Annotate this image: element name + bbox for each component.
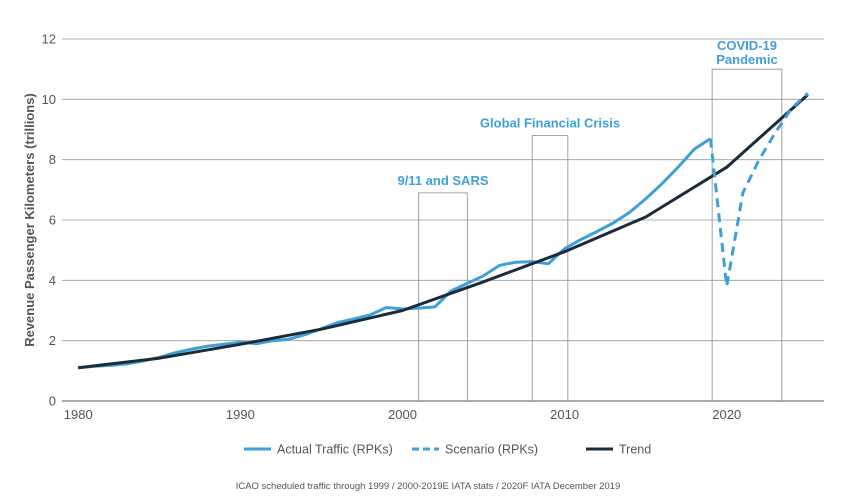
x-tick-label: 2010 [550, 407, 579, 422]
series-line-actual-traffic-rpks [78, 137, 712, 370]
y-tick-label: 4 [49, 273, 56, 288]
x-tick-label: 1990 [226, 407, 255, 422]
y-tick-label: 8 [49, 152, 56, 167]
source-note: ICAO scheduled traffic through 1999 / 20… [235, 481, 621, 492]
annotation-label: 9/11 and SARS [397, 173, 488, 188]
axes: 0 2 4 6 8 10 12 1980 1990 2000 2010 2020 [42, 32, 742, 423]
legend-label: Scenario (RPKs) [445, 443, 538, 457]
series-line-scenario-rpks [709, 92, 809, 288]
y-tick-label: 12 [42, 32, 56, 47]
legend-label: Trend [619, 443, 651, 457]
annotation-box [418, 192, 468, 401]
x-tick-label: 2000 [388, 407, 417, 422]
y-axis-label: Revenue Passenger Kilometers (trillions) [22, 93, 37, 347]
annotation-label: COVID-19 [717, 38, 777, 53]
x-tick-label: 2020 [712, 407, 741, 422]
gridlines [62, 38, 824, 402]
annotation-label: Pandemic [716, 52, 777, 67]
y-tick-label: 0 [49, 394, 56, 409]
series [78, 92, 809, 370]
annotation-box [711, 68, 783, 401]
annotations: 9/11 and SARS Global Financial Crisis COVI… [397, 38, 783, 401]
legend: Actual Traffic (RPKs) Scenario (RPKs) Tren… [244, 443, 651, 457]
series-line-trend [78, 93, 809, 370]
annotation-label: Global Financial Crisis [480, 116, 620, 131]
legend-label: Actual Traffic (RPKs) [277, 443, 393, 457]
annotation-box [531, 135, 569, 401]
x-tick-label: 1980 [64, 407, 93, 422]
y-tick-label: 2 [49, 333, 56, 348]
y-tick-label: 10 [42, 92, 56, 107]
y-tick-label: 6 [49, 213, 56, 228]
